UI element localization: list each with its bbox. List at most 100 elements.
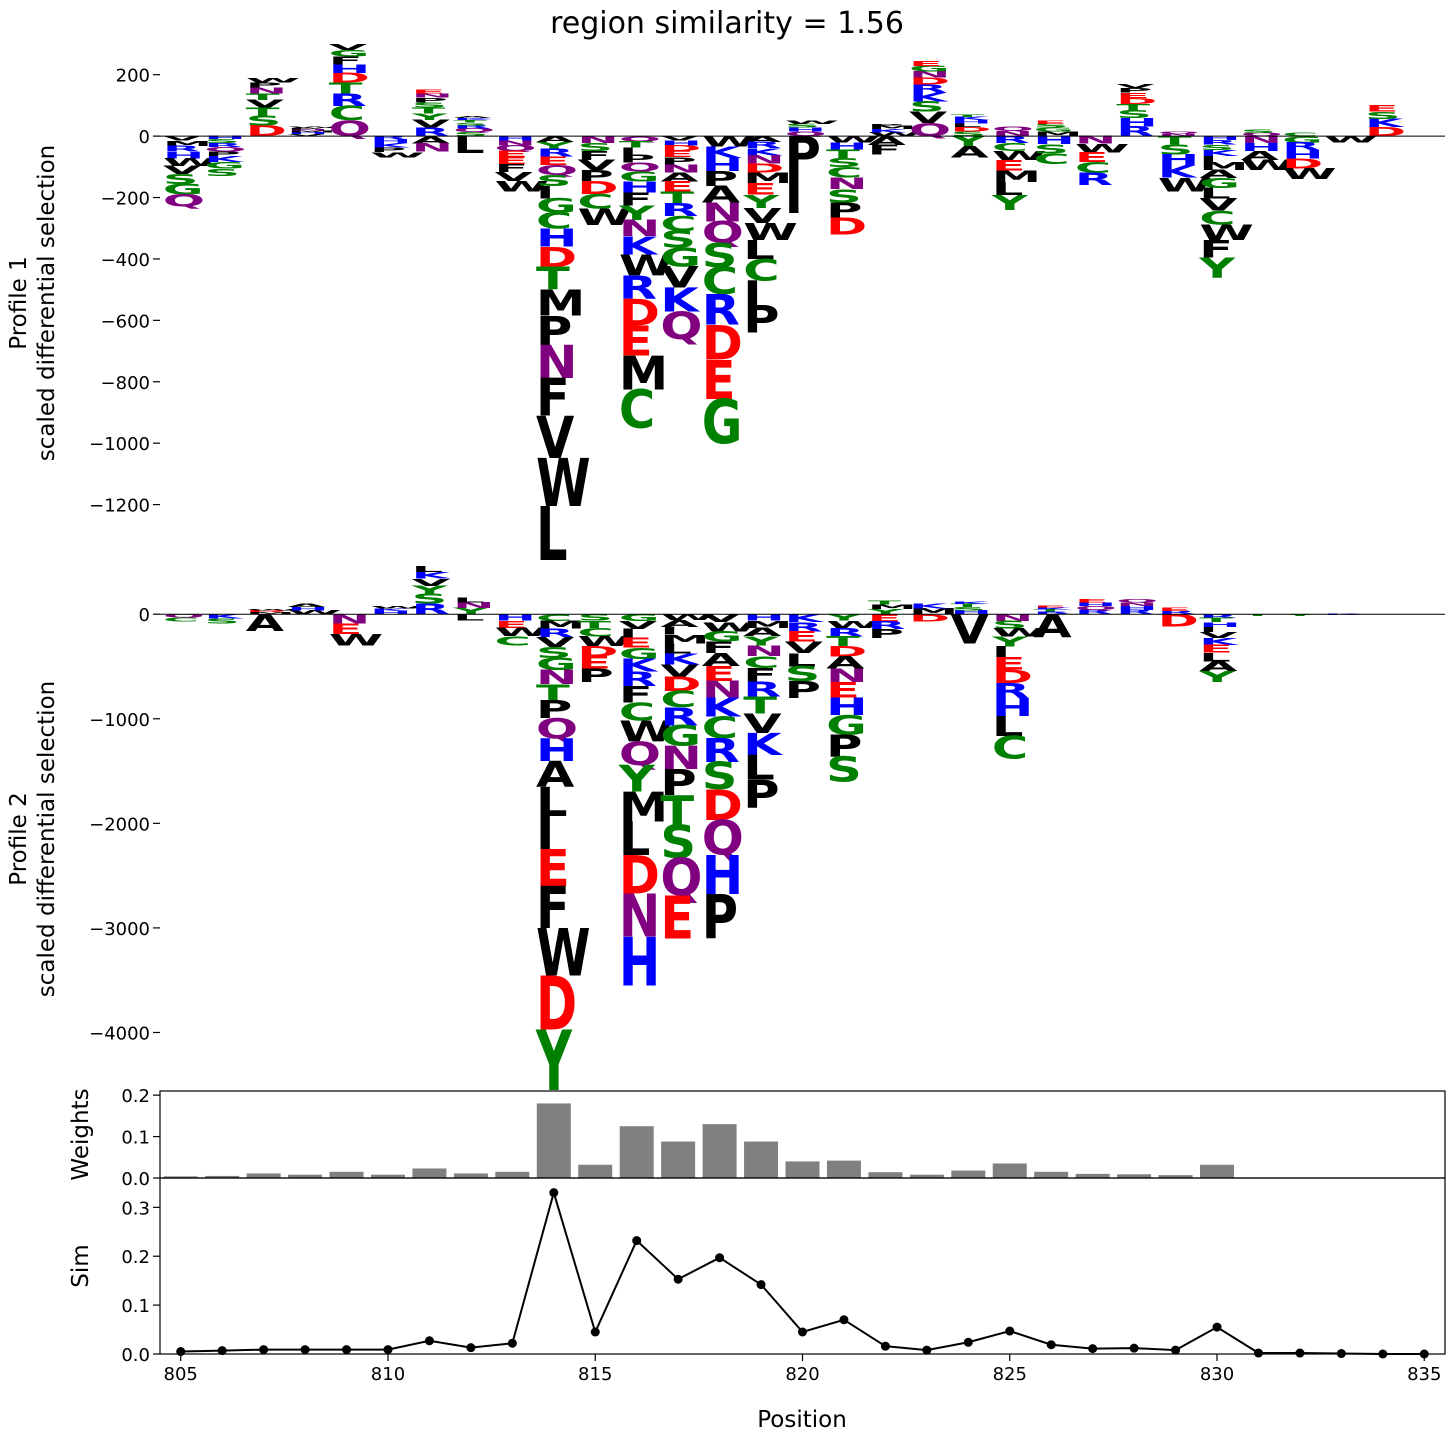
logo-letter-N: N xyxy=(1241,135,1282,146)
logo-letter-V: V xyxy=(577,157,615,173)
logo-letter-K: K xyxy=(1158,162,1198,182)
logo-letter-R: R xyxy=(204,142,242,148)
logo-letter-M: M xyxy=(536,284,585,325)
logo-letter-L: L xyxy=(536,779,568,826)
logo-letter-Y: Y xyxy=(452,606,491,616)
logo-letter-M: M xyxy=(660,633,709,647)
logo-letter-C: C xyxy=(1033,151,1069,168)
logo-letter-T: T xyxy=(536,681,570,706)
logo-letter-E: E xyxy=(909,60,943,68)
weights-panel: 0.0 0.1 0.2 Weights xyxy=(68,1086,1446,1190)
logo-letter-E: E xyxy=(660,149,694,159)
logo-letter-T: T xyxy=(1199,617,1233,624)
logo-letter-E: E xyxy=(619,635,653,651)
logo-letter-Q: Q xyxy=(1158,131,1200,134)
sim-point xyxy=(922,1345,932,1355)
logo-letter-Y: Y xyxy=(742,633,780,648)
logo-letter-T: T xyxy=(619,140,654,150)
logo-letter-C: C xyxy=(619,698,655,727)
logo-letter-D: D xyxy=(1282,156,1323,172)
logo-letter-E: E xyxy=(702,350,736,412)
logo-letter-E: E xyxy=(1158,607,1192,612)
logo-letter-K: K xyxy=(660,650,701,668)
logo-letter-G: G xyxy=(329,48,370,59)
logo-letter-M: M xyxy=(743,170,792,187)
logo-letter-A: A xyxy=(536,135,575,144)
sim-point xyxy=(1253,1348,1263,1358)
sim-point xyxy=(590,1327,600,1337)
logo-letter-H: H xyxy=(1282,148,1323,161)
logo-letter-R: R xyxy=(743,677,781,701)
logo-letter-Y: Y xyxy=(742,191,781,212)
logo-letter-A: A xyxy=(660,170,698,184)
logo-letter-H: H xyxy=(743,613,784,623)
profile-2-y-tick-label: −1000 xyxy=(89,710,150,731)
logo-letter-S: S xyxy=(412,591,448,606)
logo-letter-P: P xyxy=(536,308,572,355)
sim-y-tick-label: 0.3 xyxy=(121,1198,150,1219)
profile-2-y-tick-label: −4000 xyxy=(89,1023,150,1044)
logo-letter-R: R xyxy=(743,140,781,150)
logo-letter-R: R xyxy=(412,601,450,618)
logo-letter-D: D xyxy=(1116,96,1157,105)
logo-letter-S: S xyxy=(204,617,240,625)
logo-letter-W: W xyxy=(619,715,674,748)
weights-y-tick-label: 0.2 xyxy=(121,1086,150,1107)
logo-letter-Q: Q xyxy=(702,812,744,867)
logo-letter-L: L xyxy=(992,712,1024,743)
logo-letter-R: R xyxy=(1282,141,1320,153)
logo-letter-L: L xyxy=(743,235,775,265)
logo-letter-H: H xyxy=(495,135,536,142)
weight-bar xyxy=(909,1174,944,1178)
logo-letter-T: T xyxy=(1158,134,1192,147)
weight-bar xyxy=(1200,1164,1235,1178)
logo-letter-L: L xyxy=(743,749,775,788)
logo-letter-R: R xyxy=(702,731,740,769)
sim-point xyxy=(1295,1348,1305,1358)
sim-point xyxy=(632,1236,642,1246)
sim-point xyxy=(1005,1326,1015,1336)
logo-letter-S: S xyxy=(702,755,738,798)
logo-letter-R: R xyxy=(1199,139,1237,146)
logo-letter-T: T xyxy=(1116,102,1151,113)
weight-bar xyxy=(536,1103,571,1178)
logo-letter-P: P xyxy=(287,128,323,130)
logo-letter-W: W xyxy=(163,157,218,169)
logo-letter-P: P xyxy=(743,298,779,342)
logo-letter-S: S xyxy=(577,613,613,623)
logo-letter-S: S xyxy=(246,113,282,128)
logo-letter-H: H xyxy=(702,845,743,907)
logo-letter-V: V xyxy=(743,709,782,740)
sim-point xyxy=(839,1315,849,1325)
logo-letter-T: T xyxy=(246,106,280,119)
logo-letter-E: E xyxy=(1075,150,1109,166)
x-tick-label: 810 xyxy=(371,1364,405,1385)
sim-point xyxy=(217,1346,227,1356)
logo-letter-K: K xyxy=(619,232,659,261)
logo-letter-H: H xyxy=(1158,151,1199,169)
logo-letter-P: P xyxy=(370,146,406,154)
logo-letter-R: R xyxy=(909,83,947,95)
logo-letter-Q: Q xyxy=(1116,599,1158,604)
logo-letter-F: F xyxy=(495,162,529,175)
logo-letter-Q: Q xyxy=(619,735,661,773)
logo-letter-G: G xyxy=(204,161,245,171)
logo-letter-F: F xyxy=(577,149,611,163)
logo-letter-C: C xyxy=(536,613,572,624)
logo-letter-R: R xyxy=(619,269,657,307)
logo-letter-N: N xyxy=(826,665,867,687)
logo-letter-C: C xyxy=(992,141,1028,154)
logo-letter-G: G xyxy=(909,64,950,73)
logo-letter-Y: Y xyxy=(1198,253,1236,284)
logo-letter-Y: Y xyxy=(991,191,1029,215)
logo-letter-K: K xyxy=(370,608,411,612)
sim-point xyxy=(798,1327,807,1337)
sim-point xyxy=(1171,1345,1181,1355)
logo-letter-K: K xyxy=(1199,637,1239,648)
logo-letter-V: V xyxy=(287,134,325,137)
logo-letter-P: P xyxy=(702,884,738,954)
logo-letter-T: T xyxy=(660,188,694,207)
logo-letter-C: C xyxy=(992,730,1028,766)
logo-letter-W: W xyxy=(1158,174,1213,196)
logo-letter-E: E xyxy=(1365,104,1399,114)
